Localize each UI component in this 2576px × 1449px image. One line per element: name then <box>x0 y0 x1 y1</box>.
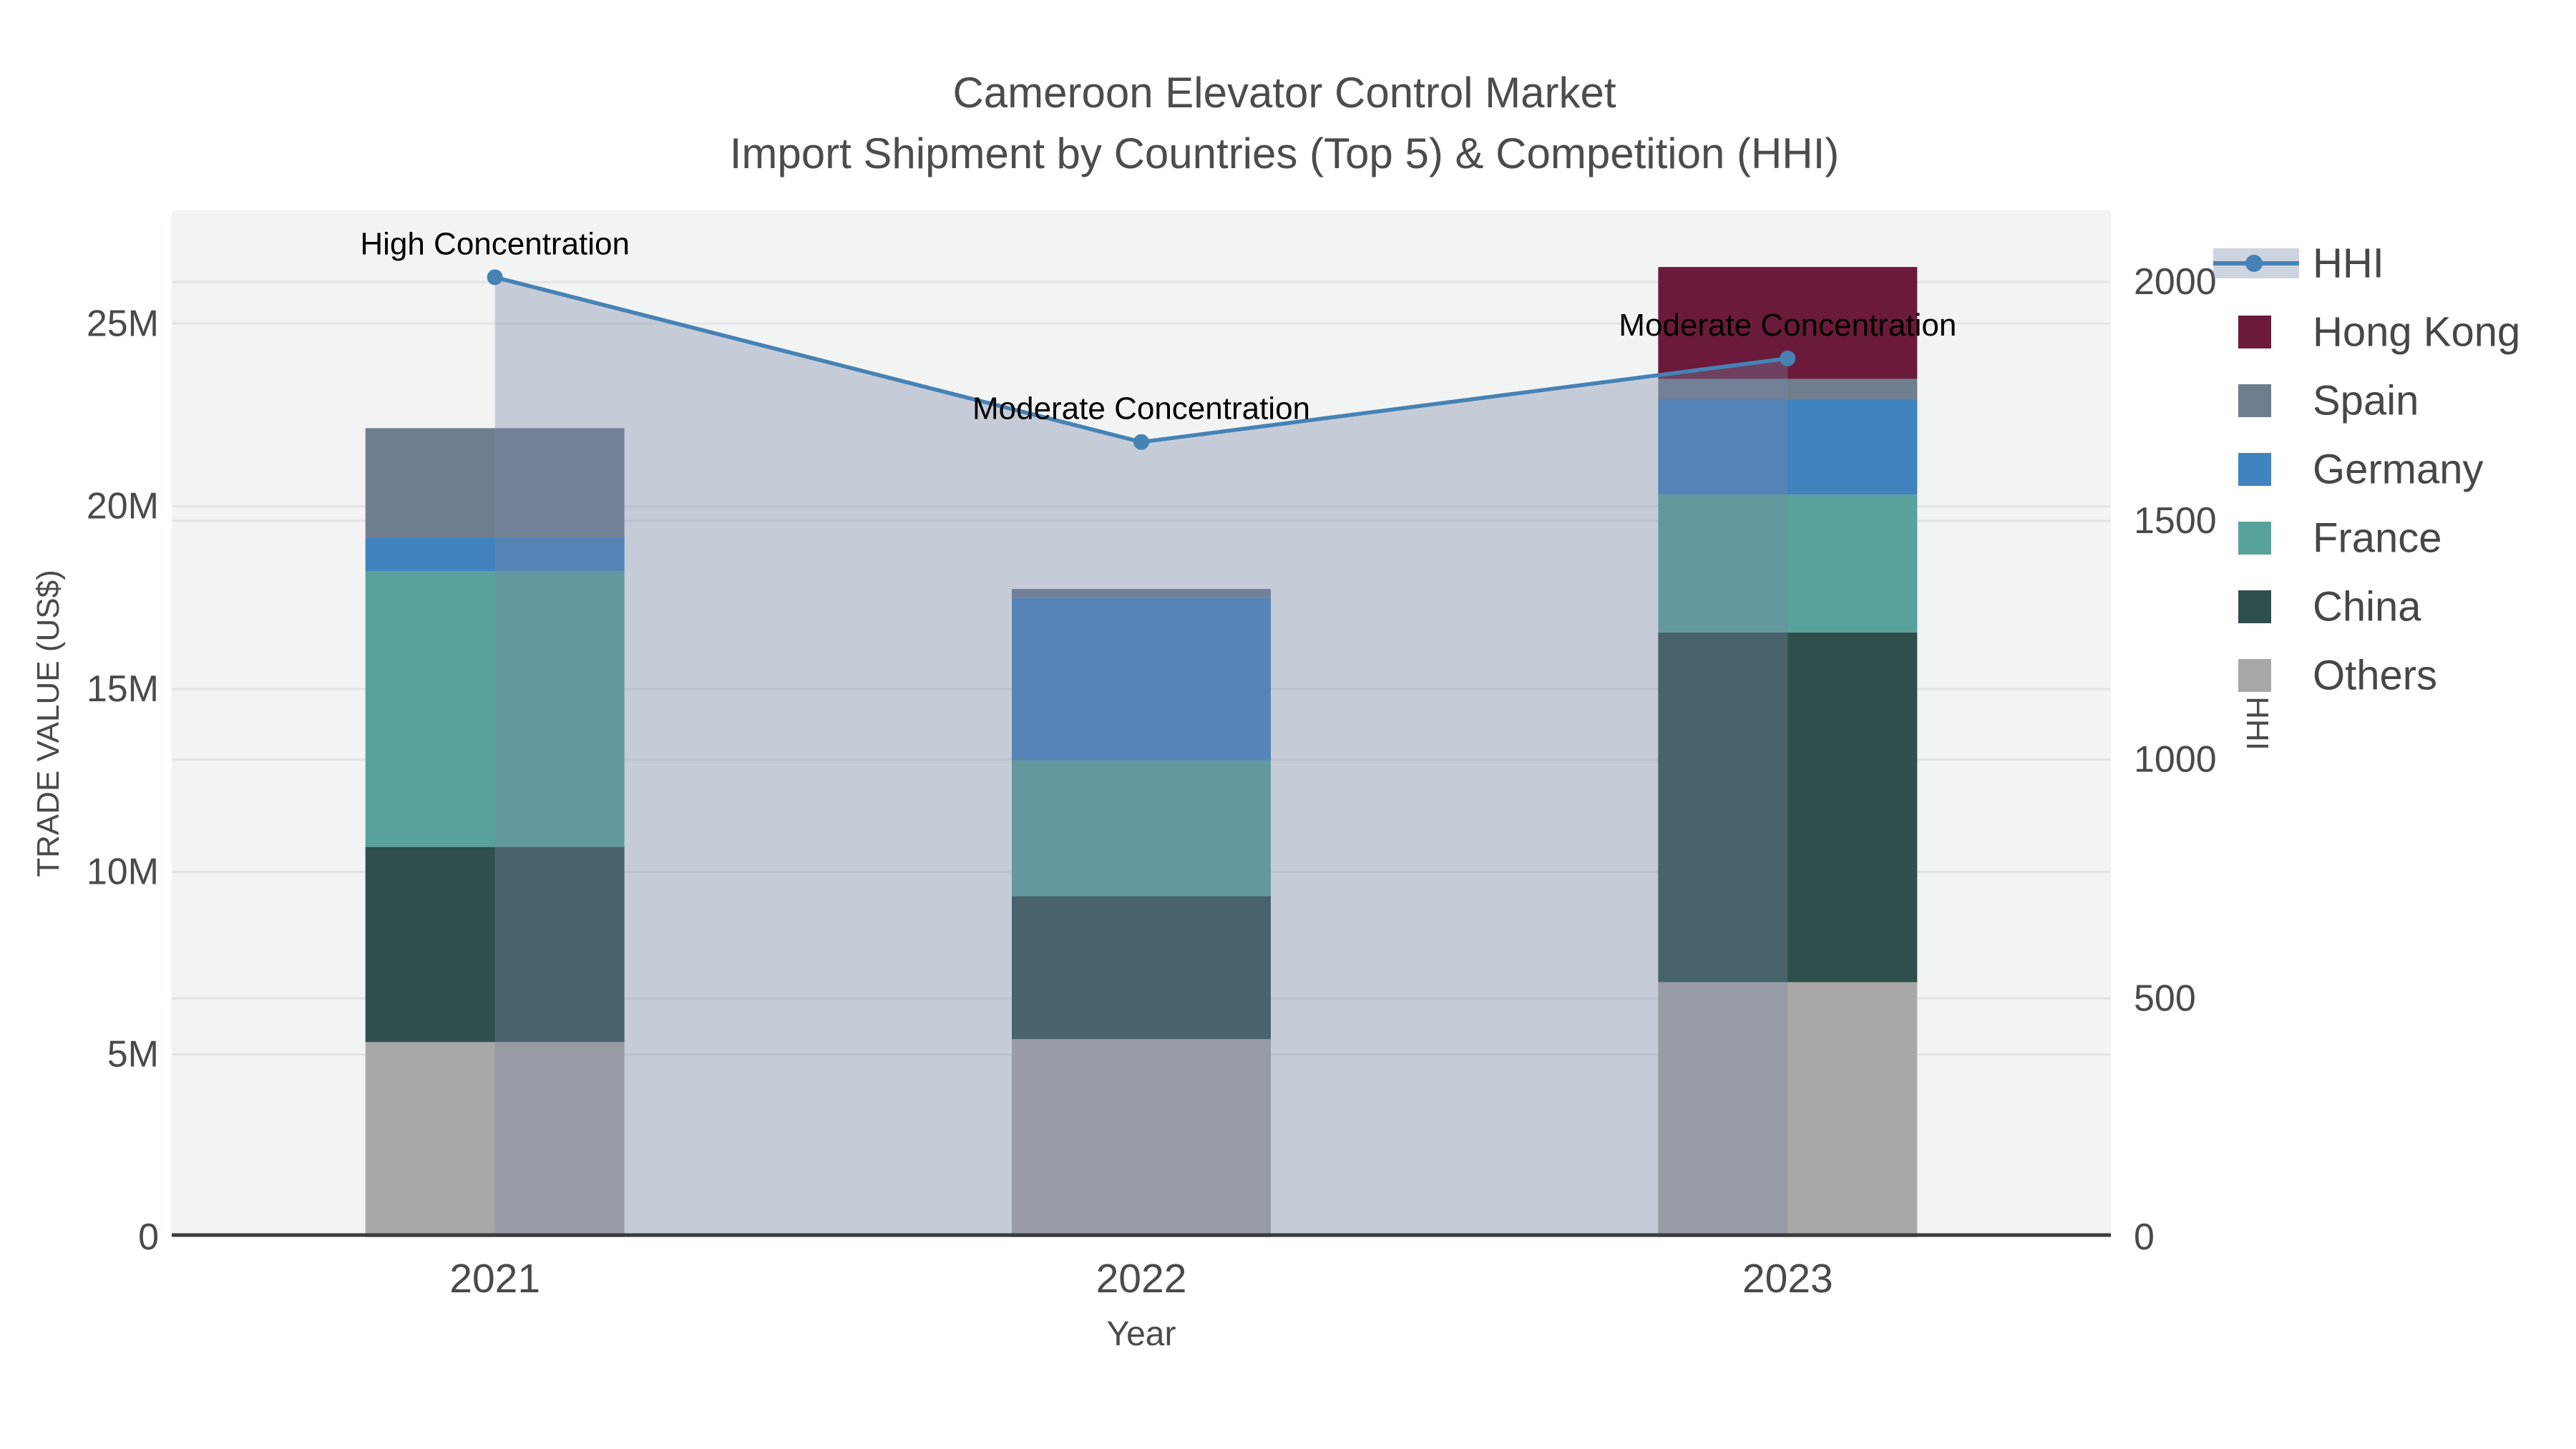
bar-segment-2022-france[interactable] <box>1012 760 1271 897</box>
hhi-marker-2023[interactable] <box>1780 350 1796 366</box>
y-right-tick-label: 2000 <box>2134 261 2217 303</box>
legend-item-others[interactable]: Others <box>2238 653 2437 699</box>
legend-hhi-marker-icon <box>2245 255 2263 272</box>
legend-label-france: France <box>2313 515 2442 562</box>
bar-segment-2023-others[interactable] <box>1658 982 1918 1237</box>
y-left-tick-label: 15M <box>87 668 159 710</box>
legend-item-china[interactable]: China <box>2238 584 2421 630</box>
legend-label-germany: Germany <box>2313 447 2484 493</box>
bar-segment-2022-others[interactable] <box>1012 1039 1271 1237</box>
y-right-tick-label: 1500 <box>2134 500 2217 542</box>
chart-title-line2: Import Shipment by Countries (Top 5) & C… <box>730 130 1840 177</box>
hhi-marker-2022[interactable] <box>1133 434 1149 450</box>
x-axis-title: Year <box>1107 1315 1176 1353</box>
x-axis-ticks: 2021 2022 2023 <box>449 1256 1833 1302</box>
bar-segment-2023-germany[interactable] <box>1658 399 1918 495</box>
y-right-tick-label: 0 <box>2134 1216 2155 1258</box>
hhi-marker-group <box>487 269 1796 450</box>
bar-segment-2021-germany[interactable] <box>365 537 625 572</box>
legend: HHI Hong Kong Spain Germany France China Other… <box>2213 240 2520 699</box>
annotation-2022: Moderate Concentration <box>972 391 1310 426</box>
y-right-tick-label: 500 <box>2134 977 2196 1019</box>
legend-swatch-others <box>2238 659 2271 692</box>
chart-title-line1: Cameroon Elevator Control Market <box>952 69 1616 117</box>
legend-swatch-france <box>2238 522 2271 555</box>
y-left-tick-label: 0 <box>138 1216 159 1258</box>
legend-label-others: Others <box>2313 653 2437 699</box>
annotation-2023: Moderate Concentration <box>1619 308 1956 343</box>
y-right-tick-label: 1000 <box>2134 739 2217 781</box>
legend-label-spain: Spain <box>2313 378 2419 424</box>
legend-item-germany[interactable]: Germany <box>2238 447 2484 493</box>
legend-swatch-hong-kong <box>2238 316 2271 348</box>
y-left-tick-label: 25M <box>87 303 159 344</box>
bar-segment-2022-spain[interactable] <box>1012 589 1271 598</box>
y-axis-title-left: TRADE VALUE (US$) <box>31 570 66 877</box>
bar-segment-2022-germany[interactable] <box>1012 597 1271 761</box>
legend-item-spain[interactable]: Spain <box>2238 378 2419 424</box>
legend-label-china: China <box>2313 584 2421 630</box>
legend-item-hong-kong[interactable]: Hong Kong <box>2238 309 2520 356</box>
x-tick-label-2021: 2021 <box>449 1256 540 1302</box>
x-tick-label-2023: 2023 <box>1742 1256 1833 1302</box>
y-axis-title-right: HHI <box>2240 696 2275 751</box>
bar-segment-2022-china[interactable] <box>1012 896 1271 1040</box>
legend-swatch-china <box>2238 590 2271 623</box>
bar-segment-2021-france[interactable] <box>365 571 625 847</box>
bar-segment-2023-france[interactable] <box>1658 494 1918 633</box>
hhi-area-fill <box>494 277 1788 1237</box>
legend-swatch-germany <box>2238 453 2271 486</box>
legend-swatch-spain <box>2238 384 2271 417</box>
annotation-2021: High Concentration <box>360 226 630 261</box>
annotation-group: High Concentration Moderate Concentration… <box>360 226 1956 426</box>
y-left-tick-label: 20M <box>87 486 159 527</box>
hhi-marker-2021[interactable] <box>487 269 503 286</box>
bar-segment-2021-china[interactable] <box>365 847 625 1043</box>
legend-label-hong-kong: Hong Kong <box>2313 309 2520 356</box>
bar-segment-2021-others[interactable] <box>365 1042 625 1237</box>
legend-item-france[interactable]: France <box>2238 515 2442 562</box>
y-left-tick-label: 10M <box>87 851 159 892</box>
bar-segment-2023-spain[interactable] <box>1658 379 1918 400</box>
x-tick-label-2022: 2022 <box>1096 1256 1187 1302</box>
bar-segment-2023-china[interactable] <box>1658 632 1918 982</box>
legend-item-hhi[interactable]: HHI <box>2213 240 2384 287</box>
bar-series-group <box>365 267 1918 1237</box>
legend-label-hhi: HHI <box>2313 240 2384 287</box>
bar-segment-2021-spain[interactable] <box>365 428 625 538</box>
y-axis-left-ticks: 0 5M 10M 15M 20M 25M <box>87 303 159 1258</box>
y-left-tick-label: 5M <box>107 1034 159 1075</box>
y-axis-right-ticks: 0 500 1000 1500 2000 <box>2134 261 2217 1258</box>
